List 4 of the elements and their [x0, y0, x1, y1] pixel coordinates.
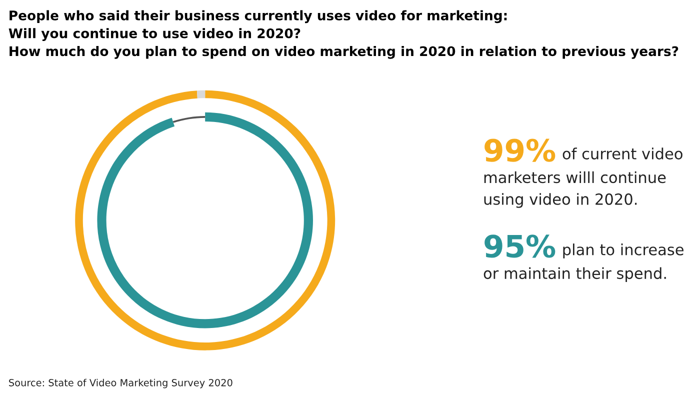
text: 99%	[484, 138, 556, 162]
source-note: Source: State of Video Marketing Survey 2020	[9, 378, 232, 388]
chart-title: People who said their business currently uses video for marketing: Will you continue to use video in 2020? How much do you plan to spend on video marketing in 2020 in relation to previous years?	[8, 10, 678, 59]
text: 95%	[484, 234, 556, 258]
